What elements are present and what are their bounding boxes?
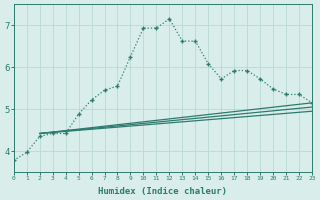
X-axis label: Humidex (Indice chaleur): Humidex (Indice chaleur)	[98, 187, 228, 196]
